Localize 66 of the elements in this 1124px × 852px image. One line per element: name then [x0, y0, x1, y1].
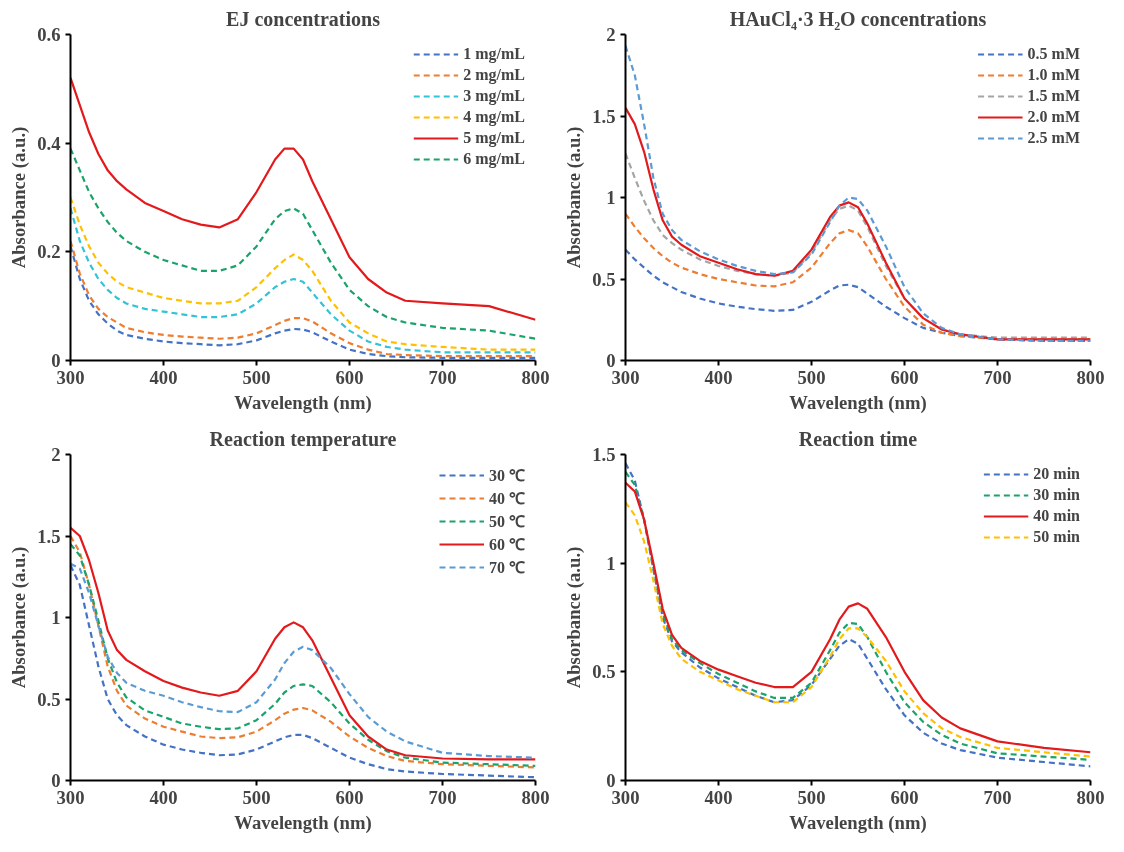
x-tick-label: 800	[1076, 786, 1105, 808]
y-tick-label: 0.6	[37, 24, 61, 45]
legend-label: 50 min	[1033, 528, 1080, 546]
x-axis-title: Wavelength (nm)	[234, 391, 372, 414]
legend-label: 6 mg/mL	[463, 150, 525, 168]
chart-title: HAuCl₄·3 H₂O concentrations	[729, 7, 987, 30]
legend-label: 0.5 mM	[1027, 45, 1080, 63]
y-tick-label: 1	[606, 552, 616, 574]
legend-label: 70 ℃	[489, 558, 525, 578]
y-tick-label: 0.5	[37, 688, 61, 710]
legend-label: 3 mg/mL	[463, 87, 525, 105]
legend-label: 2.5 mM	[1027, 129, 1080, 147]
chart-title: Reaction time	[798, 427, 918, 450]
x-tick-label: 700	[983, 366, 1012, 388]
y-axis-title: Absorbance (a.u.)	[8, 546, 31, 689]
x-tick-label: 400	[149, 366, 178, 388]
legend-label: 1.5 mM	[1027, 87, 1080, 105]
legend-label: 5 mg/mL	[463, 129, 525, 147]
legend-label: 50 ℃	[489, 512, 525, 532]
x-tick-label: 500	[242, 366, 271, 388]
x-tick-label: 600	[335, 366, 364, 388]
x-tick-label: 600	[890, 786, 919, 808]
x-tick-label: 400	[149, 786, 178, 808]
x-tick-label: 500	[797, 366, 826, 388]
legend-label: 40 ℃	[489, 489, 525, 509]
y-tick-label: 0.5	[592, 661, 616, 683]
x-tick-label: 600	[890, 366, 919, 388]
legend-label: 30 ℃	[489, 466, 525, 486]
y-tick-label: 1.5	[592, 105, 616, 127]
legend-label: 2.0 mM	[1027, 108, 1080, 126]
x-tick-label: 700	[428, 786, 457, 808]
y-axis-title: Absorbance (a.u.)	[563, 126, 586, 269]
x-tick-label: 500	[797, 786, 826, 808]
x-tick-label: 800	[1076, 366, 1105, 388]
y-tick-label: 1.5	[37, 525, 61, 547]
x-tick-label: 400	[704, 366, 733, 388]
x-axis-title: Wavelength (nm)	[234, 811, 372, 834]
legend-label: 40 min	[1033, 507, 1080, 525]
x-tick-label: 800	[521, 366, 550, 388]
legend-label: 1 mg/mL	[463, 45, 525, 63]
y-tick-label: 0.4	[37, 132, 61, 154]
y-tick-label: 1	[51, 607, 61, 628]
y-tick-label: 0.5	[592, 268, 616, 290]
y-tick-label: 1.5	[592, 444, 616, 465]
legend-label: 2 mg/mL	[463, 66, 525, 84]
x-axis-title: Wavelength (nm)	[789, 391, 927, 414]
y-tick-label: 1	[606, 187, 616, 208]
x-tick-label: 600	[335, 786, 364, 808]
legend-label: 1.0 mM	[1027, 66, 1080, 84]
y-axis-title: Absorbance (a.u.)	[563, 546, 586, 689]
x-axis-title: Wavelength (nm)	[789, 811, 927, 834]
x-tick-label: 800	[521, 786, 550, 808]
chart-title: EJ concentrations	[226, 7, 381, 30]
x-tick-label: 700	[983, 786, 1012, 808]
y-axis-title: Absorbance (a.u.)	[8, 126, 31, 269]
x-tick-label: 400	[704, 786, 733, 808]
legend-label: 60 ℃	[489, 535, 525, 555]
y-tick-label: 0.2	[37, 241, 61, 263]
legend-label: 4 mg/mL	[463, 108, 525, 126]
chart-title: Reaction temperature	[209, 427, 397, 451]
legend-label: 20 min	[1033, 465, 1080, 483]
legend-label: 30 min	[1033, 486, 1080, 504]
y-tick-label: 2	[51, 444, 61, 465]
x-tick-label: 700	[428, 366, 457, 388]
y-tick-label: 2	[606, 24, 616, 45]
x-tick-label: 500	[242, 786, 271, 808]
